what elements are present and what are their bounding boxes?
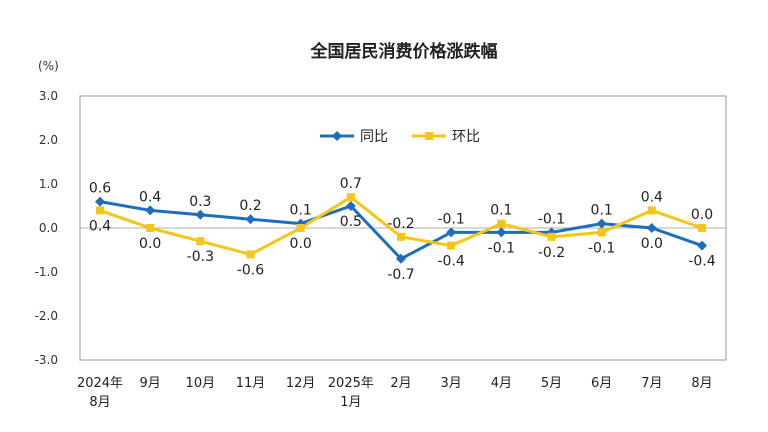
y-tick-label: 3.0 bbox=[39, 89, 58, 103]
x-tick-label: 11月 bbox=[236, 376, 266, 391]
x-tick-label: 3月 bbox=[441, 376, 462, 391]
data-point bbox=[697, 240, 707, 251]
legend-marker bbox=[332, 131, 342, 141]
y-tick-label: -1.0 bbox=[35, 265, 58, 279]
y-tick-label: 1.0 bbox=[39, 177, 58, 191]
data-point bbox=[647, 206, 656, 215]
data-point bbox=[145, 205, 156, 216]
x-tick-label: 2025年 bbox=[328, 376, 374, 391]
data-label: -0.7 bbox=[387, 267, 414, 283]
data-label: -0.4 bbox=[688, 254, 715, 270]
data-point bbox=[96, 206, 104, 215]
data-label: 0.5 bbox=[340, 214, 362, 230]
data-point bbox=[296, 224, 305, 232]
x-tick-label: 12月 bbox=[286, 376, 316, 391]
data-label: 0.6 bbox=[89, 181, 111, 197]
y-unit-label: (%) bbox=[38, 59, 59, 73]
data-label: -0.2 bbox=[387, 216, 414, 232]
data-point bbox=[246, 250, 255, 259]
legend: 同比 环比 bbox=[320, 129, 480, 145]
data-label: -0.1 bbox=[588, 240, 615, 256]
data-label: -0.1 bbox=[438, 211, 465, 227]
x-tick-label: 8月 bbox=[89, 395, 110, 410]
data-label: 0.3 bbox=[189, 194, 211, 210]
data-label: 0.0 bbox=[641, 236, 663, 252]
data-point bbox=[195, 209, 206, 220]
x-tick-label: 2024年 bbox=[77, 376, 123, 391]
legend-label: 环比 bbox=[452, 129, 480, 145]
data-label: -0.2 bbox=[538, 245, 565, 261]
y-axis: 3.0 2.0 1.0 0.0 -1.0 -2.0 -3.0 bbox=[35, 89, 58, 367]
data-point bbox=[596, 218, 607, 229]
data-point bbox=[496, 227, 507, 238]
x-tick-label: 9月 bbox=[140, 376, 161, 391]
data-label: -0.1 bbox=[538, 211, 565, 227]
data-label: 0.0 bbox=[691, 207, 713, 223]
data-point bbox=[597, 228, 606, 237]
series-layer bbox=[95, 193, 707, 264]
x-tick-label: 10月 bbox=[186, 376, 216, 391]
data-label: 0.4 bbox=[139, 189, 161, 205]
data-point bbox=[95, 196, 105, 207]
data-label: 0.7 bbox=[340, 176, 362, 192]
data-point bbox=[146, 224, 155, 232]
data-point bbox=[345, 201, 356, 211]
data-label: 0.0 bbox=[139, 236, 161, 252]
y-tick-label: 0.0 bbox=[39, 221, 58, 235]
x-axis: 2024年 8月 9月 10月 11月 12月 2025年 1月 2月 3月 4月 5月 6月 7月 8月 bbox=[77, 376, 713, 410]
data-label: 0.1 bbox=[591, 203, 613, 219]
data-point bbox=[245, 214, 256, 225]
data-label: 0.1 bbox=[290, 203, 312, 219]
data-point bbox=[447, 241, 456, 250]
data-labels: 0.6 0.4 0.4 0.0 0.3 -0.3 0.2 -0.6 0.1 0.0 0.5 0.7 -0… bbox=[89, 176, 716, 283]
data-point bbox=[446, 227, 457, 238]
data-point bbox=[396, 253, 406, 264]
chart-title: 全国居民消费价格涨跌幅 bbox=[310, 41, 498, 62]
x-tick-label: 4月 bbox=[491, 376, 512, 391]
data-point bbox=[346, 193, 355, 202]
x-tick-label: 1月 bbox=[340, 395, 361, 410]
data-label: 0.4 bbox=[641, 189, 663, 205]
data-label: -0.3 bbox=[187, 249, 214, 265]
data-label: -0.6 bbox=[237, 262, 264, 278]
data-point bbox=[646, 223, 657, 233]
x-tick-label: 6月 bbox=[591, 376, 612, 391]
legend-marker bbox=[425, 132, 433, 140]
data-point bbox=[698, 224, 706, 232]
data-label: -0.4 bbox=[438, 254, 465, 270]
legend-label: 同比 bbox=[360, 129, 388, 145]
y-tick-label: -2.0 bbox=[35, 309, 58, 323]
y-tick-label: 2.0 bbox=[39, 133, 58, 147]
x-tick-label: 5月 bbox=[541, 376, 562, 391]
x-tick-label: 8月 bbox=[691, 376, 712, 391]
data-point bbox=[196, 237, 205, 246]
data-label: 0.4 bbox=[89, 218, 111, 234]
data-point bbox=[497, 219, 506, 228]
x-tick-label: 2月 bbox=[390, 376, 411, 391]
data-label: 0.1 bbox=[490, 203, 512, 219]
x-tick-label: 7月 bbox=[641, 376, 662, 391]
data-label: 0.2 bbox=[239, 198, 261, 214]
y-tick-label: -3.0 bbox=[35, 353, 58, 367]
data-point bbox=[397, 232, 405, 241]
data-point bbox=[547, 232, 556, 241]
data-label: -0.1 bbox=[488, 240, 515, 256]
data-label: 0.0 bbox=[290, 236, 312, 252]
